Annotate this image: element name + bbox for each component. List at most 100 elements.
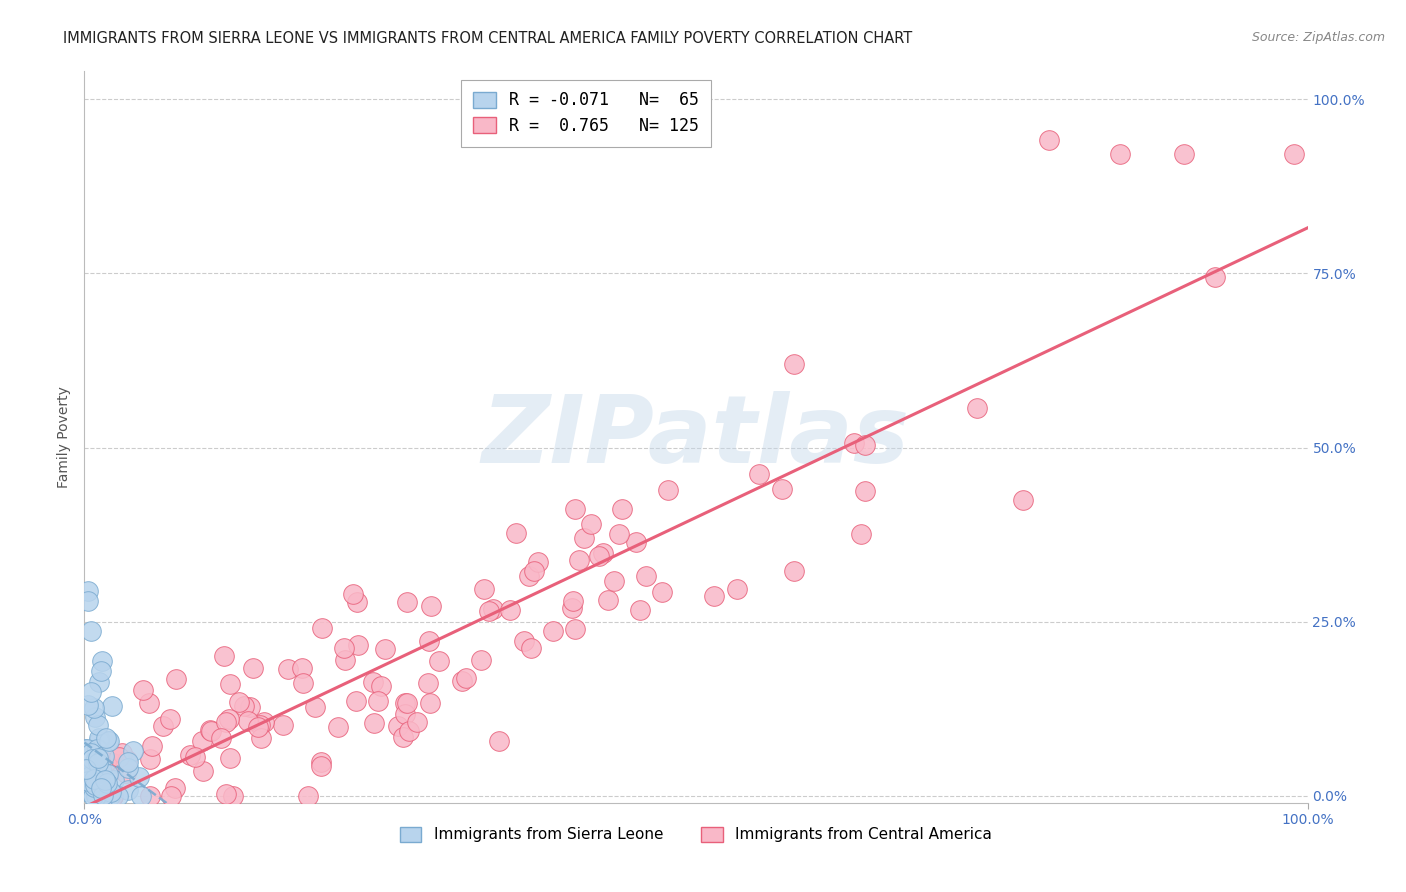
Point [344, 694, 367, 708]
Point [83, 780, 105, 794]
Point [98, 734, 121, 748]
Point [86, 754, 108, 768]
Point [405, 715, 427, 730]
Point [108, 749, 131, 764]
Point [139, 789, 162, 803]
Point [191, 734, 214, 748]
Point [748, 467, 770, 481]
Point [783, 357, 806, 371]
Point [342, 587, 364, 601]
Point [73, 742, 96, 756]
Point [87, 733, 110, 747]
Point [603, 574, 626, 588]
Point [367, 694, 389, 708]
Point [84, 710, 107, 724]
Point [77, 698, 100, 712]
Point [84, 780, 107, 795]
Point [561, 601, 583, 615]
Point [482, 602, 505, 616]
Point [93, 748, 115, 763]
Point [624, 535, 647, 549]
Point [96, 755, 118, 769]
Point [297, 789, 319, 803]
Point [77, 774, 100, 789]
Point [165, 672, 187, 686]
Point [84, 789, 107, 803]
Point [572, 531, 595, 545]
Point [75, 777, 97, 791]
Point [159, 789, 181, 803]
Point [111, 746, 134, 760]
Point [398, 724, 420, 739]
Point [97, 734, 120, 748]
Point [363, 716, 385, 731]
Point [1108, 146, 1130, 161]
Point [239, 700, 262, 714]
Point [91, 788, 114, 802]
Point [212, 649, 235, 664]
Point [392, 730, 415, 744]
Point [332, 640, 354, 655]
Point [87, 674, 110, 689]
Point [80, 746, 103, 760]
Point [138, 696, 160, 710]
Point [200, 723, 222, 738]
Point [77, 594, 100, 608]
Point [82, 751, 104, 765]
Point [87, 756, 110, 770]
Point [588, 549, 610, 564]
Point [159, 712, 181, 726]
Point [219, 676, 242, 690]
Point [82, 780, 104, 794]
Point [346, 595, 368, 609]
Point [309, 755, 332, 769]
Point [651, 584, 673, 599]
Point [290, 661, 312, 675]
Point [215, 787, 238, 801]
Point [84, 775, 107, 789]
Point [233, 699, 256, 714]
Point [77, 751, 100, 765]
Point [628, 603, 651, 617]
Point [416, 675, 439, 690]
Point [419, 696, 441, 710]
Point [527, 555, 550, 569]
Point [844, 436, 866, 450]
Point [117, 761, 139, 775]
Point [91, 655, 114, 669]
Point [86, 742, 108, 756]
Point [564, 622, 586, 636]
Point [564, 502, 586, 516]
Point [454, 671, 477, 685]
Point [592, 546, 614, 560]
Point [394, 706, 416, 721]
Point [396, 696, 419, 710]
Point [387, 719, 409, 733]
Point [291, 675, 314, 690]
Point [76, 742, 98, 756]
Point [472, 582, 495, 596]
Point [253, 715, 276, 730]
Point [218, 751, 240, 765]
Point [84, 755, 107, 769]
Point [75, 784, 97, 798]
Point [209, 731, 232, 746]
Point [568, 553, 591, 567]
Point [236, 714, 259, 729]
Point [657, 483, 679, 497]
Point [853, 483, 876, 498]
Point [488, 734, 510, 748]
Point [100, 785, 122, 799]
Point [520, 640, 543, 655]
Point [183, 750, 205, 764]
Point [271, 718, 294, 732]
Point [89, 775, 111, 789]
Point [152, 719, 174, 733]
Point [82, 789, 104, 803]
Point [849, 526, 872, 541]
Point [80, 684, 103, 698]
Point [277, 662, 299, 676]
Point [242, 661, 264, 675]
Point [96, 731, 118, 745]
Point [200, 723, 222, 738]
